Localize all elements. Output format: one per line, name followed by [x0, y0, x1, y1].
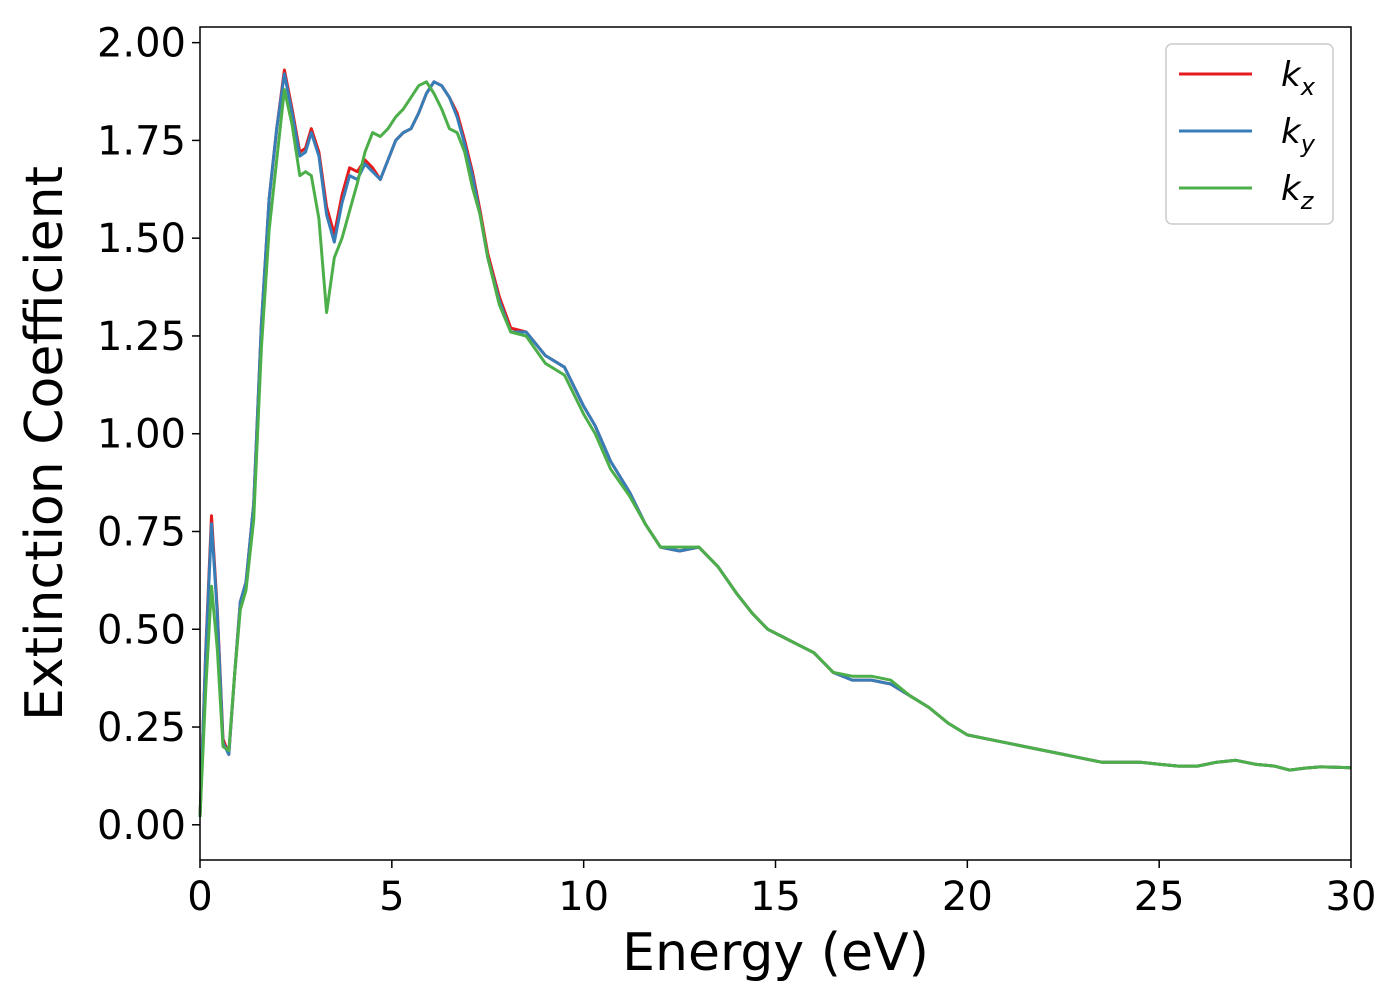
y-tick-label: 0.50 [97, 607, 186, 653]
legend-label: kx [1281, 55, 1316, 101]
y-axis-label: Extinction Coefficient [15, 166, 75, 721]
x-tick-label: 30 [1326, 874, 1377, 920]
y-tick-label: 0.75 [97, 509, 186, 555]
legend-box [1165, 43, 1334, 225]
y-tick-label: 1.00 [97, 412, 186, 458]
x-tick-label: 25 [1134, 874, 1185, 920]
y-axis: 0.00 0.25 0.50 0.75 1.00 1.25 1.50 1.75 2.00 [97, 21, 200, 849]
y-tick-label: 1.75 [97, 118, 186, 164]
x-tick-label: 5 [379, 874, 404, 920]
y-tick-label: 1.50 [97, 216, 186, 262]
y-tick-label: 1.25 [97, 314, 186, 360]
series-layer [198, 68, 1352, 818]
series-line-kz [198, 80, 1352, 818]
y-tick-label: 0.25 [97, 705, 186, 751]
x-axis: 0 5 10 15 20 25 30 [187, 860, 1376, 920]
x-axis-label: Energy (eV) [622, 923, 929, 983]
legend-label: kz [1281, 169, 1315, 215]
legend-label: ky [1281, 112, 1316, 158]
y-tick-label: 2.00 [97, 21, 186, 67]
y-tick-label: 0.00 [97, 803, 186, 849]
x-tick-label: 15 [750, 874, 801, 920]
x-tick-label: 0 [187, 874, 212, 920]
x-tick-label: 10 [558, 874, 609, 920]
x-tick-label: 20 [942, 874, 993, 920]
legend: kx ky kz [1165, 43, 1334, 225]
